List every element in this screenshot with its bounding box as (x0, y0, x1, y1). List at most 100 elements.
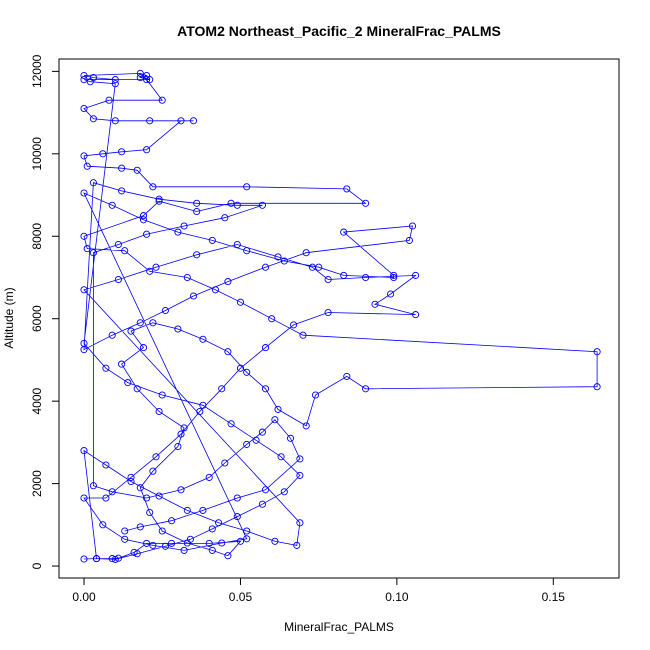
data-point (143, 539, 151, 547)
data-point (261, 263, 270, 271)
data-point (80, 76, 88, 84)
series-line (83, 72, 598, 560)
data-point (362, 199, 370, 207)
data-point (136, 484, 144, 492)
data-point (227, 420, 235, 428)
data-point (224, 348, 232, 356)
data-point (277, 453, 285, 461)
data-point (121, 535, 129, 543)
data-point (83, 245, 91, 253)
data-point (177, 430, 185, 438)
x-tick-label: 0.15 (542, 590, 566, 604)
data-point (199, 335, 207, 343)
data-point (236, 364, 245, 372)
data-point (221, 459, 229, 467)
data-point (224, 552, 232, 560)
data-point (143, 146, 151, 154)
data-point (408, 222, 417, 230)
data-point (136, 69, 144, 77)
data-point (208, 236, 216, 244)
data-point (136, 523, 144, 531)
data-point (183, 273, 191, 282)
data-point (80, 346, 88, 354)
data-point (80, 494, 88, 502)
data-point (102, 494, 110, 502)
data-point (127, 473, 135, 481)
data-point (80, 232, 88, 240)
data-point (143, 494, 151, 502)
data-point (205, 539, 213, 547)
data-point (89, 482, 97, 490)
data-point (593, 383, 601, 391)
x-tick-label: 0.10 (385, 590, 409, 604)
data-point (258, 201, 266, 209)
data-point (296, 455, 304, 463)
data-point (243, 368, 251, 376)
data-point (193, 199, 201, 207)
data-point (274, 253, 282, 261)
data-point (174, 228, 182, 236)
series-layer (80, 69, 601, 563)
data-point (189, 117, 198, 125)
data-point (180, 222, 188, 230)
data-point (208, 525, 216, 533)
data-point (233, 240, 241, 249)
data-point (139, 344, 148, 352)
data-point (133, 550, 141, 558)
data-point (236, 298, 245, 306)
data-point (180, 424, 188, 432)
data-point (102, 364, 110, 372)
data-point (286, 434, 295, 442)
data-point (149, 467, 157, 475)
data-point (149, 183, 157, 191)
data-point (158, 391, 166, 399)
data-point (371, 300, 379, 308)
data-point (99, 150, 107, 158)
data-point (224, 278, 232, 286)
data-point (89, 249, 97, 257)
data-point (80, 152, 88, 160)
data-point (139, 212, 148, 220)
data-point (302, 249, 310, 257)
data-point (174, 325, 182, 333)
data-point (233, 494, 241, 502)
data-point (121, 247, 129, 255)
data-point (99, 521, 107, 529)
data-point (155, 195, 163, 203)
data-point (340, 228, 348, 236)
data-point (174, 442, 182, 451)
data-point (80, 447, 88, 455)
y-tick-label: 10000 (30, 137, 44, 171)
data-point (118, 187, 126, 195)
data-point (258, 428, 266, 436)
data-point (155, 197, 163, 205)
data-point (324, 275, 332, 284)
data-point (215, 519, 223, 527)
data-point (390, 271, 398, 279)
data-point (124, 379, 132, 387)
data-point (152, 263, 160, 271)
y-tick-label: 6000 (30, 305, 44, 332)
data-point (102, 461, 110, 469)
data-point (193, 207, 201, 216)
data-point (261, 486, 270, 494)
data-point (130, 548, 138, 556)
data-point (118, 360, 126, 368)
data-point (296, 471, 304, 479)
data-point (218, 539, 226, 547)
data-point (86, 78, 94, 86)
data-point (146, 267, 154, 275)
data-point (105, 96, 113, 104)
data-point (343, 372, 351, 380)
data-point (149, 541, 157, 549)
data-point (180, 546, 188, 554)
data-point (155, 492, 163, 500)
data-point (280, 488, 288, 496)
data-point (233, 513, 241, 521)
data-point (114, 240, 122, 249)
chart-title: ATOM2 Northeast_Pacific_2 MineralFrac_PA… (177, 23, 501, 39)
data-point (268, 315, 276, 323)
data-point (189, 292, 198, 300)
